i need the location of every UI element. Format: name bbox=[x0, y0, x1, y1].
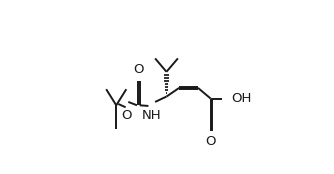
Text: OH: OH bbox=[231, 92, 252, 105]
Text: O: O bbox=[122, 109, 132, 122]
Text: O: O bbox=[133, 63, 144, 76]
Text: NH: NH bbox=[142, 109, 162, 122]
Text: O: O bbox=[205, 135, 216, 148]
